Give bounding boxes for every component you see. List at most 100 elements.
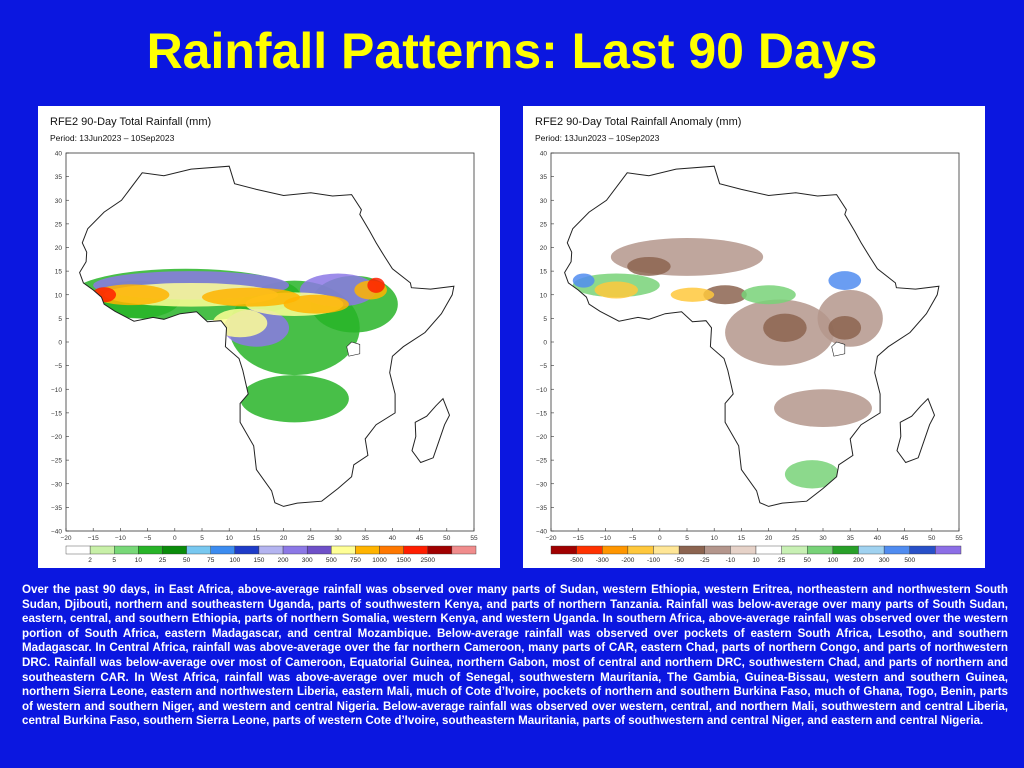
lat-tick-label: −25: [51, 458, 62, 465]
rainfall-anomaly-map-panel: RFE2 90-Day Total Rainfall Anomaly (mm) …: [523, 106, 985, 568]
legend-label: 5: [112, 557, 116, 564]
total-rainfall-map-period: Period: 13Jun2023 – 10Sep2023: [50, 133, 175, 143]
lon-tick-label: 45: [416, 535, 424, 542]
madagascar-outline: [411, 397, 451, 464]
lat-tick-label: 30: [540, 198, 548, 205]
lon-tick-label: 55: [470, 535, 478, 542]
legend-label: -10: [726, 557, 736, 564]
legend-swatch: [730, 545, 757, 555]
lon-tick-label: −15: [573, 535, 584, 542]
legend-swatch: [755, 545, 782, 555]
lon-tick-label: −5: [629, 535, 637, 542]
lat-tick-label: 25: [540, 221, 548, 228]
lon-tick-label: −20: [545, 535, 556, 542]
legend-label: 100: [229, 557, 240, 564]
lon-tick-label: 20: [765, 535, 773, 542]
madagascar-outline: [896, 397, 936, 464]
legend-label: -25: [700, 557, 710, 564]
lon-tick-label: 35: [362, 535, 370, 542]
legend-swatch: [162, 545, 187, 555]
lat-tick-label: 35: [540, 174, 548, 181]
legend-label: 10: [135, 557, 143, 564]
legend-swatch: [627, 545, 654, 555]
lat-tick-label: −15: [51, 410, 62, 417]
lat-tick-label: 15: [540, 269, 548, 276]
legend-swatch: [186, 545, 211, 555]
lat-tick-label: 35: [55, 174, 63, 181]
rain-blob: [572, 273, 595, 288]
legend-label: 25: [778, 557, 786, 564]
legend-label: 200: [278, 557, 289, 564]
lake-victoria: [831, 341, 846, 357]
rain-blob: [283, 294, 349, 314]
rainfall-field: [79, 268, 398, 423]
rain-blob: [703, 285, 747, 305]
lon-tick-label: 40: [874, 535, 882, 542]
lon-tick-label: 50: [443, 535, 451, 542]
legend-swatch: [858, 545, 885, 555]
legend-swatch: [883, 545, 910, 555]
legend-swatch: [65, 545, 91, 555]
lat-tick-label: −30: [51, 481, 62, 488]
legend-swatch: [678, 545, 705, 555]
legend-swatch: [114, 545, 139, 555]
lat-tick-label: −40: [51, 529, 62, 536]
lat-tick-label: −20: [536, 434, 547, 441]
lon-tick-label: 45: [901, 535, 909, 542]
legend-label: 500: [904, 557, 915, 564]
legend-swatch: [258, 545, 284, 555]
lat-tick-label: 20: [540, 245, 548, 252]
legend-swatch: [550, 545, 577, 555]
rain-blob: [828, 271, 862, 291]
legend-swatch: [234, 545, 260, 555]
lon-tick-label: 55: [955, 535, 963, 542]
legend-label: 1500: [396, 557, 411, 564]
rain-blob: [784, 460, 840, 489]
legend-swatch: [210, 545, 236, 555]
lon-tick-label: 40: [389, 535, 397, 542]
legend-label: 1000: [372, 557, 387, 564]
lon-tick-label: 20: [280, 535, 288, 542]
lon-tick-label: 30: [819, 535, 827, 542]
lat-tick-label: 10: [540, 292, 548, 299]
lat-tick-label: −40: [536, 529, 547, 536]
slide-title: Rainfall Patterns: Last 90 Days: [146, 23, 878, 79]
lat-tick-label: −5: [540, 363, 548, 370]
lon-tick-label: 0: [658, 535, 662, 542]
legend-label: -100: [647, 557, 660, 564]
legend-swatch: [89, 545, 115, 555]
legend-swatch: [427, 545, 453, 555]
legend-swatch: [807, 545, 834, 555]
lat-tick-label: −15: [536, 410, 547, 417]
summary-caption: Over the past 90 days, in East Africa, a…: [22, 583, 1008, 728]
lat-tick-label: −25: [536, 458, 547, 465]
total-rainfall-map-title: RFE2 90-Day Total Rainfall (mm): [50, 116, 212, 128]
total-rainfall-map-panel: RFE2 90-Day Total Rainfall (mm) Period: …: [38, 106, 500, 568]
legend-label: -300: [596, 557, 609, 564]
legend-swatch: [935, 545, 962, 555]
legend-label: 300: [879, 557, 890, 564]
rain-blob: [774, 389, 872, 428]
lat-tick-label: 5: [58, 316, 62, 323]
legend-label: 25: [159, 557, 167, 564]
legend-label: 200: [853, 557, 864, 564]
legend-label: 50: [804, 557, 812, 564]
rain-blob: [828, 316, 862, 340]
legend-label: 50: [183, 557, 191, 564]
legend-swatch: [576, 545, 603, 555]
lat-tick-label: 5: [543, 316, 547, 323]
lon-tick-label: 10: [226, 535, 234, 542]
lon-tick-label: 30: [334, 535, 342, 542]
legend-label: 75: [207, 557, 215, 564]
legend-label: 2500: [421, 557, 436, 564]
lat-tick-label: −5: [55, 363, 63, 370]
rainfall-anomaly-map-title: RFE2 90-Day Total Rainfall Anomaly (mm): [535, 116, 742, 128]
legend-label: -50: [674, 557, 684, 564]
lon-tick-label: −20: [60, 535, 71, 542]
lon-tick-label: 50: [928, 535, 936, 542]
legend-label: -200: [621, 557, 634, 564]
lon-tick-label: −15: [88, 535, 99, 542]
rain-blob: [367, 277, 385, 293]
legend-label: -500: [570, 557, 583, 564]
legend-swatch: [403, 545, 428, 555]
